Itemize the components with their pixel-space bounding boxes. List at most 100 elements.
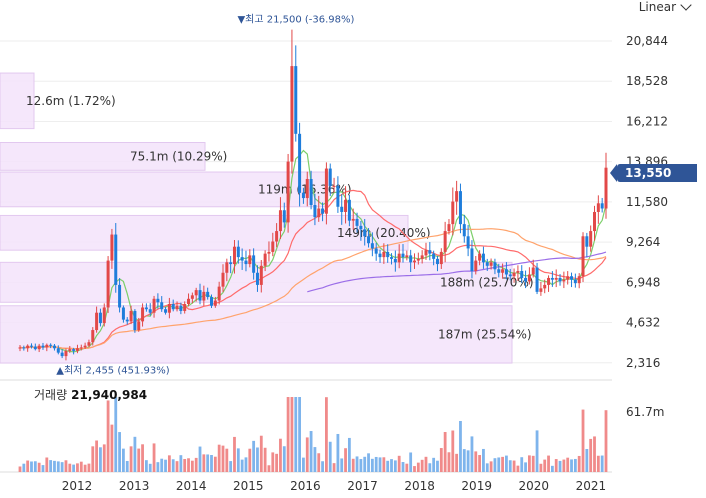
candle-body bbox=[424, 250, 428, 256]
volume-profile-bar bbox=[0, 72, 35, 130]
volume-bar bbox=[470, 436, 474, 472]
candle-body bbox=[474, 260, 478, 272]
candle-body bbox=[294, 66, 298, 134]
volume-bar bbox=[332, 463, 336, 472]
volume-profile-label: 188m (25.70%) bbox=[440, 275, 534, 289]
candle-body bbox=[412, 260, 416, 263]
volume-bar bbox=[436, 460, 439, 472]
candle-body bbox=[351, 218, 355, 221]
low-annotation: ▲최저 2,455 (451.93%) bbox=[56, 364, 169, 376]
volume-bar bbox=[386, 460, 390, 472]
volume-bar bbox=[409, 452, 413, 472]
volume-bar bbox=[95, 440, 99, 472]
x-tick-label: 2012 bbox=[62, 479, 93, 493]
candle-body bbox=[87, 342, 91, 346]
candle-body bbox=[33, 346, 37, 350]
candle-body bbox=[378, 253, 382, 258]
volume-bar bbox=[160, 458, 164, 472]
volume-profile-bar bbox=[0, 214, 409, 251]
candle-body bbox=[175, 305, 179, 310]
volume-bar bbox=[60, 462, 64, 472]
volume-profile-label: 149m (20.40%) bbox=[337, 226, 431, 240]
volume-bar bbox=[443, 432, 447, 472]
candle-body bbox=[110, 234, 114, 261]
extreme-annotations: ▼최고 21,500 (-36.98%) ▲최저 2,455 (451.93%) bbox=[56, 14, 354, 377]
candle-body bbox=[282, 210, 286, 223]
volume-bar bbox=[183, 458, 187, 472]
chevron-down-icon bbox=[680, 0, 692, 11]
volume-bar bbox=[535, 430, 539, 472]
candle-body bbox=[240, 257, 244, 261]
volume-bar bbox=[321, 461, 324, 472]
volume-bar bbox=[225, 448, 229, 472]
volume-bar bbox=[604, 410, 608, 472]
volume-bar bbox=[554, 459, 558, 472]
candle-body bbox=[600, 203, 604, 209]
candle-body bbox=[336, 185, 340, 207]
candle-body bbox=[286, 161, 290, 223]
candle-body bbox=[374, 248, 378, 254]
x-tick-label: 2014 bbox=[176, 479, 207, 493]
candle-body bbox=[252, 255, 256, 273]
volume-bar bbox=[49, 460, 53, 472]
volume-bar bbox=[382, 457, 386, 472]
candle-body bbox=[455, 191, 459, 202]
volume-bar bbox=[252, 440, 256, 472]
volume-bar bbox=[325, 397, 328, 472]
candle-body bbox=[95, 312, 99, 331]
volume-bar bbox=[493, 458, 497, 472]
candle-body bbox=[570, 276, 574, 280]
candle-body bbox=[18, 347, 22, 349]
scale-dropdown[interactable]: Linear bbox=[639, 0, 692, 14]
volume-bar bbox=[585, 449, 589, 472]
volume-bar bbox=[474, 451, 478, 472]
volume-bar bbox=[267, 465, 271, 472]
candle-body bbox=[225, 262, 229, 273]
volume-bar bbox=[363, 456, 367, 472]
volume-bar bbox=[539, 463, 543, 472]
volume-bar bbox=[171, 459, 175, 472]
candle-body bbox=[37, 345, 41, 350]
volume-bar bbox=[164, 459, 167, 472]
volume-bar bbox=[401, 462, 405, 472]
volume-bar bbox=[550, 465, 554, 472]
candle-body bbox=[604, 167, 608, 209]
volume-bar bbox=[141, 444, 144, 472]
y-tick-label: 2,316 bbox=[626, 356, 660, 370]
volume-header-value: 21,940,984 bbox=[71, 388, 148, 402]
volume-bar bbox=[347, 437, 351, 472]
volume-bar bbox=[447, 452, 451, 472]
candle-body bbox=[106, 260, 110, 308]
candle-body bbox=[363, 229, 367, 237]
volume-bar bbox=[562, 459, 566, 472]
volume-bar bbox=[37, 462, 41, 472]
volume-bar bbox=[152, 443, 156, 472]
volume-bar bbox=[41, 465, 45, 472]
volume-bar bbox=[482, 448, 485, 472]
volume-bar bbox=[137, 448, 141, 472]
candle-body bbox=[321, 208, 325, 214]
date-axis: 2012 2013 2014 2015 2016 2017 2018 2019 2020 2021 bbox=[62, 479, 606, 493]
volume-bar bbox=[305, 437, 309, 472]
volume-bar bbox=[405, 463, 409, 472]
candle-body bbox=[248, 255, 252, 265]
volume-bar bbox=[110, 424, 114, 472]
volume-bar bbox=[217, 444, 221, 472]
candle-body bbox=[133, 310, 137, 331]
candle-body bbox=[566, 276, 570, 280]
volume-bar bbox=[505, 455, 508, 472]
volume-profile-label: 12.6m (1.72%) bbox=[26, 94, 116, 108]
candle-body bbox=[432, 253, 436, 259]
volume-bar bbox=[91, 446, 95, 472]
y-tick-label: 4,632 bbox=[626, 316, 660, 330]
volume-profile-bar bbox=[0, 171, 329, 208]
candle-body bbox=[547, 277, 551, 285]
volume-bar bbox=[340, 458, 344, 472]
candle-body bbox=[573, 279, 577, 284]
candle-body bbox=[298, 133, 302, 193]
candle-body bbox=[98, 312, 102, 324]
volume-bar bbox=[462, 449, 466, 472]
volume-bar bbox=[466, 450, 470, 472]
candle-body bbox=[367, 236, 371, 244]
candle-body bbox=[152, 298, 156, 313]
